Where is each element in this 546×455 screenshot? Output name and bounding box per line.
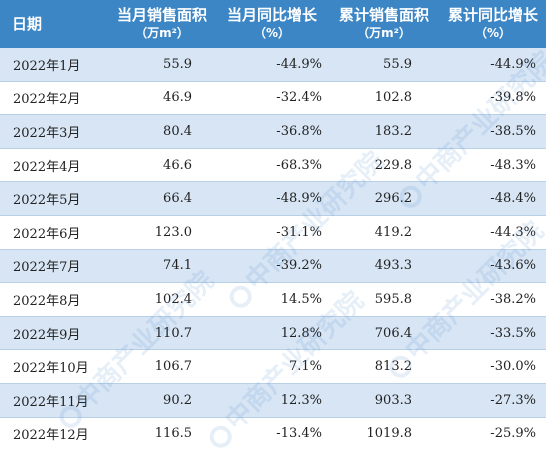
cell-cum-yoy: -44.9% <box>490 56 536 72</box>
cell-monthly-yoy: -32.4% <box>216 80 328 115</box>
cell-date: 2022年9月 <box>0 315 108 350</box>
cell-date: 2022年12月 <box>0 416 108 451</box>
cell-cum-area: 1019.8 <box>328 416 440 451</box>
table-row: 2022年11月 90.2 12.3% 903.3 -27.3% <box>0 382 546 418</box>
header-monthly-area-unit: （万m²） <box>135 26 189 40</box>
cell-cum-area: 296.2 <box>328 181 440 216</box>
table-row: 2022年12月 116.5 -13.4% 1019.8 -25.9% <box>0 416 546 451</box>
header-cum-yoy-unit: （%） <box>474 26 512 40</box>
cell-cum-yoy: -48.4% <box>440 181 546 216</box>
header-monthly-area: 当月销售面积 （万m²） <box>108 0 216 48</box>
table-row: 2022年3月 80.4 -36.8% 183.2 -38.5% <box>0 114 546 149</box>
cell-monthly-yoy: -68.3% <box>216 147 328 182</box>
cell-cum-yoy: -48.3% <box>440 147 546 182</box>
cell-cum-area: 55.9 <box>383 56 412 72</box>
cell-monthly-area: 74.1 <box>108 248 216 283</box>
cell-date: 2022年7月 <box>0 248 108 283</box>
cell-date: 2022年10月 <box>0 349 108 384</box>
cell-monthly-yoy: -44.9% <box>276 56 322 72</box>
cell-date: 2022年4月 <box>0 147 108 182</box>
cell-cum-area: 229.8 <box>328 147 440 182</box>
header-cum-area: 累计销售面积 （万m²） <box>328 0 440 48</box>
cell-cum-yoy: -39.8% <box>440 80 546 115</box>
cell-monthly-yoy: -13.4% <box>216 416 328 451</box>
cell-date: 2022年2月 <box>0 80 108 115</box>
cell-cum-yoy: -44.3% <box>440 214 546 250</box>
cell-monthly-yoy: 14.5% <box>216 282 328 317</box>
table-row: 2022年7月 74.1 -39.2% 493.3 -43.6% <box>0 248 546 283</box>
cell-monthly-area: 46.9 <box>108 80 216 115</box>
table-row: 2022年6月 123.0 -31.1% 419.2 -44.3% <box>0 214 546 250</box>
cell-cum-area: 903.3 <box>328 382 440 418</box>
header-cum-yoy: 累计同比增长 （%） <box>440 0 546 48</box>
cell-monthly-yoy: 12.3% <box>216 382 328 418</box>
table-row: 2022年10月 106.7 7.1% 813.2 -30.0% <box>0 349 546 384</box>
cell-cum-area: 102.8 <box>328 80 440 115</box>
cell-monthly-area: 106.7 <box>108 349 216 384</box>
cell-monthly-area: 90.2 <box>108 382 216 418</box>
table-row: 2022年9月 110.7 12.8% 706.4 -33.5% <box>0 315 546 350</box>
cell-monthly-area: 110.7 <box>108 315 216 350</box>
cell-cum-yoy: -38.5% <box>440 114 546 149</box>
cell-cum-yoy: -30.0% <box>440 349 546 384</box>
table-row: 2022年2月 46.9 -32.4% 102.8 -39.8% <box>0 80 546 115</box>
cell-date: 2022年8月 <box>0 282 108 317</box>
table-row: 2022年4月 46.6 -68.3% 229.8 -48.3% <box>0 147 546 182</box>
cell-date: 2022年11月 <box>0 382 108 418</box>
cell-cum-area: 595.8 <box>328 282 440 317</box>
table-row: 2022年1月 55.9 -44.9% 55.9 -44.9% <box>0 48 546 82</box>
header-cum-area-unit: （万m²） <box>357 26 411 40</box>
header-cum-area-label: 累计销售面积 <box>338 6 429 24</box>
cell-monthly-yoy: -31.1% <box>216 214 328 250</box>
cell-cum-area: 813.2 <box>328 349 440 384</box>
cell-monthly-area: 55.9 <box>163 56 192 72</box>
header-monthly-yoy-label: 当月同比增长 <box>226 6 317 24</box>
header-monthly-yoy-unit: （%） <box>253 26 291 40</box>
header-monthly-area-label: 当月销售面积 <box>116 6 207 24</box>
cell-date: 2022年6月 <box>0 214 108 250</box>
cell-cum-area: 493.3 <box>328 248 440 283</box>
table-row: 2022年5月 66.4 -48.9% 296.2 -48.4% <box>0 181 546 216</box>
cell-monthly-area: 116.5 <box>108 416 216 451</box>
cell-date: 2022年5月 <box>0 181 108 216</box>
cell-date: 2022年1月 <box>13 58 81 74</box>
header-date: 日期 <box>12 15 43 33</box>
cell-cum-yoy: -33.5% <box>440 315 546 350</box>
cell-monthly-area: 123.0 <box>108 214 216 250</box>
cell-monthly-area: 46.6 <box>108 147 216 182</box>
cell-monthly-yoy: 7.1% <box>216 349 328 384</box>
header-monthly-yoy: 当月同比增长 （%） <box>216 0 328 48</box>
cell-date: 2022年3月 <box>0 114 108 149</box>
cell-cum-area: 183.2 <box>328 114 440 149</box>
cell-monthly-area: 66.4 <box>108 181 216 216</box>
header-cum-yoy-label: 累计同比增长 <box>447 6 538 24</box>
cell-monthly-area: 80.4 <box>108 114 216 149</box>
cell-cum-yoy: -38.2% <box>440 282 546 317</box>
cell-cum-yoy: -27.3% <box>440 382 546 418</box>
cell-cum-area: 419.2 <box>328 214 440 250</box>
table-row: 2022年8月 102.4 14.5% 595.8 -38.2% <box>0 282 546 317</box>
cell-monthly-yoy: 12.8% <box>216 315 328 350</box>
cell-cum-yoy: -43.6% <box>440 248 546 283</box>
table-header-row: 日期 当月销售面积 （万m²） 当月同比增长 （%） 累计销售面积 （万m²） … <box>0 0 546 48</box>
cell-cum-yoy: -25.9% <box>440 416 546 451</box>
cell-monthly-yoy: -48.9% <box>216 181 328 216</box>
cell-monthly-area: 102.4 <box>108 282 216 317</box>
cell-monthly-yoy: -36.8% <box>216 114 328 149</box>
cell-monthly-yoy: -39.2% <box>216 248 328 283</box>
cell-cum-area: 706.4 <box>328 315 440 350</box>
